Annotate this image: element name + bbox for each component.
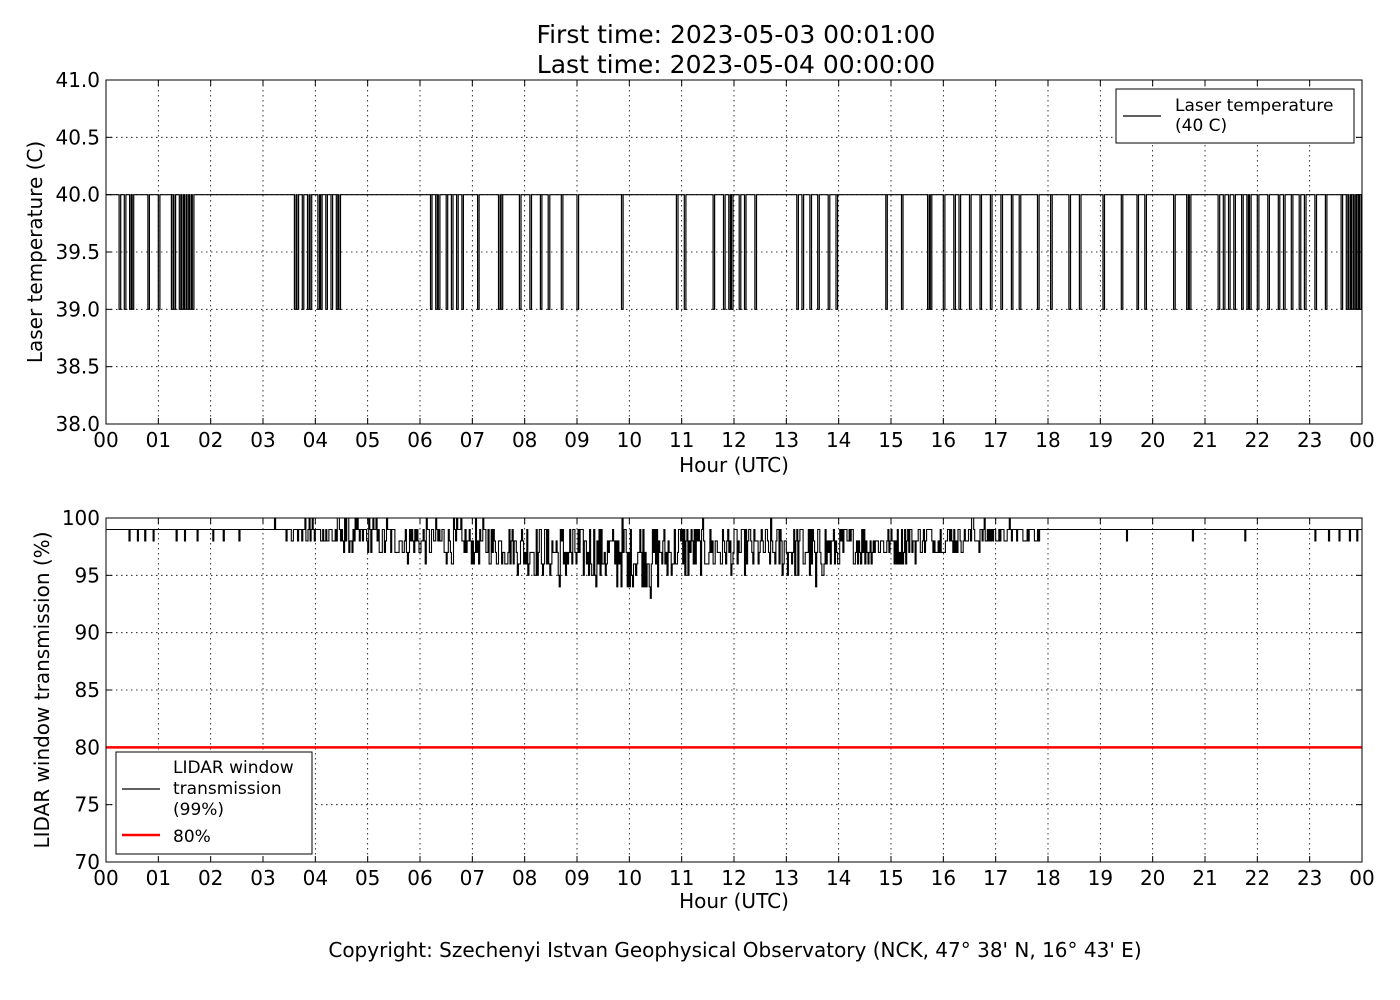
x-tick-label: 11	[669, 428, 694, 452]
laser-temperature-y-tick-labels: 38.0 38.5 39.0 39.5 40.0 40.5 41.0	[55, 68, 100, 436]
x-tick-label: 23	[1297, 428, 1322, 452]
x-tick-label: 10	[617, 866, 642, 890]
x-tick-label: 12	[721, 866, 746, 890]
x-tick-label: 15	[878, 866, 903, 890]
x-tick-label: 14	[826, 428, 851, 452]
lidar-transmission-line	[106, 517, 1362, 599]
lidar-transmission-legend: LIDAR window transmission (99%) 80%	[115, 751, 313, 855]
laser-temperature-tick-marks	[105, 79, 1363, 425]
x-tick-label: 07	[460, 866, 485, 890]
y-tick-label: 39.5	[55, 240, 100, 264]
x-tick-label: 21	[1192, 428, 1217, 452]
laser-temperature-panel: 00 01 02 03 04 05 06 07 08 09 10 11 12 13 14 15 16 17 18 19…	[23, 68, 1375, 477]
laser-temperature-ylabel: Laser temperature (C)	[23, 141, 47, 363]
y-tick-label: 90	[75, 621, 100, 645]
laser-temperature-line	[106, 194, 1362, 310]
x-tick-label: 17	[983, 428, 1008, 452]
y-tick-label: 41.0	[55, 68, 100, 92]
x-tick-label: 16	[931, 866, 956, 890]
y-tick-label: 38.5	[55, 355, 100, 379]
x-tick-label: 22	[1245, 428, 1270, 452]
x-tick-label: 08	[512, 428, 537, 452]
x-tick-label: 23	[1297, 866, 1322, 890]
x-tick-label: 18	[1035, 866, 1060, 890]
x-tick-label: 03	[250, 428, 275, 452]
laser-temperature-legend: Laser temperature (40 C)	[1115, 88, 1355, 144]
lidar-transmission-ylabel: LIDAR window transmission (%)	[30, 532, 54, 849]
laser-temperature-plot-frame	[105, 79, 1363, 425]
lidar-transmission-panel: 00 01 02 03 04 05 06 07 08 09 10 11 12 13 14 15 16 17 18 19…	[30, 506, 1375, 913]
laser-temperature-legend-label: Laser temperature (40 C)	[1175, 96, 1339, 136]
title-line-1: First time: 2023-05-03 00:01:00	[537, 20, 936, 49]
x-tick-label: 15	[878, 428, 903, 452]
x-tick-label: 19	[1088, 428, 1113, 452]
x-tick-label: 04	[303, 866, 328, 890]
lidar-transmission-plot-frame	[105, 517, 1363, 863]
x-tick-label: 17	[983, 866, 1008, 890]
lidar-legend-label-80: 80%	[173, 827, 211, 847]
lidar-transmission-x-tick-labels: 00 01 02 03 04 05 06 07 08 09 10 11 12 13 14 15 16 17 18 19…	[93, 866, 1374, 890]
x-tick-label: 00	[1349, 428, 1374, 452]
y-tick-label: 80	[75, 735, 100, 759]
x-tick-label: 21	[1192, 866, 1217, 890]
x-tick-label: 18	[1035, 428, 1060, 452]
x-tick-label: 13	[774, 866, 799, 890]
x-tick-label: 20	[1140, 428, 1165, 452]
title-line-2: Last time: 2023-05-04 00:00:00	[537, 50, 935, 79]
y-tick-label: 40.0	[55, 183, 100, 207]
x-tick-label: 00	[1349, 866, 1374, 890]
x-tick-label: 06	[407, 428, 432, 452]
x-tick-label: 04	[303, 428, 328, 452]
x-tick-label: 19	[1088, 866, 1113, 890]
laser-temperature-x-tick-labels: 00 01 02 03 04 05 06 07 08 09 10 11 12 13 14 15 16 17 18 19…	[93, 428, 1374, 452]
x-tick-label: 12	[721, 428, 746, 452]
x-tick-label: 09	[564, 866, 589, 890]
x-tick-label: 02	[198, 866, 223, 890]
x-tick-label: 02	[198, 428, 223, 452]
x-tick-label: 07	[460, 428, 485, 452]
y-tick-label: 95	[75, 563, 100, 587]
x-tick-label: 11	[669, 866, 694, 890]
lidar-transmission-series	[106, 517, 1362, 749]
y-tick-label: 85	[75, 678, 100, 702]
lidar-legend-label-transmission: LIDAR window transmission (99%)	[173, 758, 299, 820]
y-tick-label: 70	[75, 850, 100, 874]
x-tick-label: 00	[93, 866, 118, 890]
x-tick-label: 20	[1140, 866, 1165, 890]
y-tick-label: 40.5	[55, 125, 100, 149]
x-tick-label: 08	[512, 866, 537, 890]
x-tick-label: 09	[564, 428, 589, 452]
y-tick-label: 100	[62, 506, 100, 530]
x-tick-label: 22	[1245, 866, 1270, 890]
x-tick-label: 16	[931, 428, 956, 452]
y-tick-label: 38.0	[55, 412, 100, 436]
x-tick-label: 05	[355, 866, 380, 890]
x-tick-label: 13	[774, 428, 799, 452]
x-tick-label: 10	[617, 428, 642, 452]
lidar-transmission-xlabel: Hour (UTC)	[679, 889, 789, 913]
x-tick-label: 03	[250, 866, 275, 890]
x-tick-label: 14	[826, 866, 851, 890]
x-tick-label: 06	[407, 866, 432, 890]
y-tick-label: 75	[75, 793, 100, 817]
laser-temperature-series	[106, 194, 1362, 310]
y-tick-label: 39.0	[55, 297, 100, 321]
laser-temperature-xlabel: Hour (UTC)	[679, 453, 789, 477]
x-tick-label: 01	[146, 866, 171, 890]
lidar-transmission-legend-box	[115, 751, 313, 855]
lidar-transmission-y-tick-labels: 70 75 80 85 90 95 100	[62, 506, 100, 874]
x-tick-label: 05	[355, 428, 380, 452]
copyright-footer: Copyright: Szechenyi Istvan Geophysical …	[328, 938, 1141, 962]
x-tick-label: 00	[93, 428, 118, 452]
x-tick-label: 01	[146, 428, 171, 452]
